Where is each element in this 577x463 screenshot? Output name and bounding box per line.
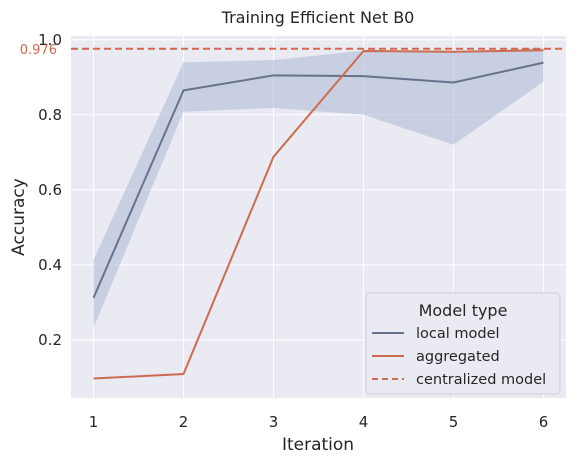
- legend-label-centralized-model: centralized model: [416, 372, 546, 388]
- x-tick-label: 5: [449, 413, 459, 431]
- x-tick-label: 3: [269, 413, 279, 431]
- series-line-local-model: [92, 61, 544, 299]
- x-tick-label: 1: [89, 413, 99, 431]
- reference-line-group: 0.976: [20, 43, 566, 58]
- confidence-band: [93, 48, 544, 328]
- series-line-aggregated: [93, 49, 544, 380]
- x-tick-label: 2: [179, 413, 189, 431]
- y-tick-labels: 0.2 0.4 0.6 0.8 1.0: [38, 31, 62, 349]
- reference-line-label: 0.976: [20, 43, 57, 58]
- y-tick-label: 0.8: [38, 106, 62, 124]
- chart-title: Training Efficient Net B0: [221, 8, 415, 27]
- y-tick-label: 1.0: [38, 31, 62, 49]
- legend: Model type local model aggregated centra…: [365, 292, 561, 395]
- y-tick-label: 0.6: [38, 181, 62, 199]
- local-model-confidence-band: [93, 48, 544, 328]
- y-axis-label: Accuracy: [9, 178, 29, 256]
- series-lines: [92, 49, 544, 380]
- x-tick-label: 6: [539, 413, 549, 431]
- legend-label-local-model: local model: [416, 326, 500, 342]
- legend-label-aggregated: aggregated: [416, 349, 500, 365]
- y-tick-label: 0.2: [38, 331, 62, 349]
- x-tick-label: 4: [359, 413, 369, 431]
- x-tick-labels: 1 2 3 4 5 6: [89, 413, 549, 431]
- legend-title: Model type: [419, 301, 508, 320]
- y-tick-label: 0.4: [38, 256, 62, 274]
- legend-box: [365, 292, 561, 395]
- x-axis-label: Iteration: [282, 435, 354, 455]
